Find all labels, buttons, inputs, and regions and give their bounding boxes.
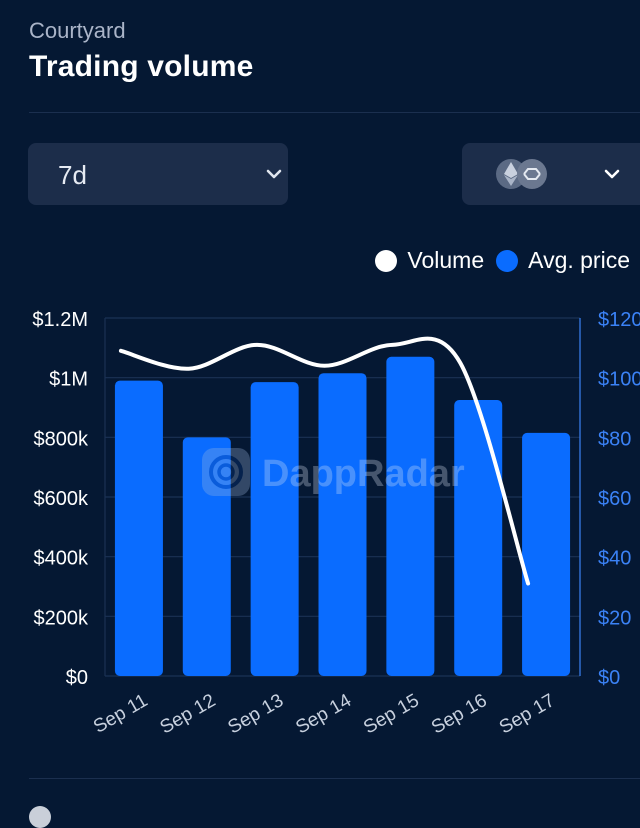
- y-left-tick-label: $1M: [49, 369, 88, 391]
- chevron-down-icon: [266, 169, 282, 179]
- legend-label-volume: Volume: [407, 247, 485, 273]
- bar-avg-price: [114, 380, 163, 676]
- y-right-tick-label: $120: [598, 309, 640, 331]
- y-right-tick-label: $60: [598, 488, 631, 510]
- y-right-tick-label: $80: [598, 428, 631, 450]
- y-right-tick-label: $20: [598, 607, 631, 629]
- ethereum-icon: [496, 159, 526, 189]
- legend-item-avg-price[interactable]: Avg. price: [496, 247, 630, 274]
- x-tick-label: Sep 14: [292, 690, 355, 739]
- x-tick-label: Sep 16: [428, 690, 491, 738]
- chain-icons: [496, 159, 547, 189]
- dappradar-logo-icon: [202, 448, 250, 496]
- y-left-tick-label: $200k: [34, 607, 89, 629]
- y-left-tick-label: $600k: [34, 488, 89, 510]
- volume-line: [118, 336, 531, 586]
- info-icon: [29, 806, 51, 828]
- watermark-text: DappRadar: [262, 453, 465, 495]
- y-left-tick-label: $0: [66, 667, 88, 689]
- polygon-icon: [517, 159, 547, 189]
- y-right-tick-label: $100: [598, 369, 640, 391]
- collection-name: Courtyard: [29, 18, 126, 43]
- bar-avg-price: [182, 437, 231, 676]
- y-left-tick-label: $400k: [34, 548, 89, 570]
- x-tick-label: Sep 12: [157, 690, 220, 738]
- chart-title: Trading volume: [29, 50, 254, 83]
- x-tick-label: Sep 11: [90, 690, 151, 738]
- chain-select[interactable]: [462, 143, 640, 205]
- bar-avg-price: [522, 432, 571, 676]
- legend-dot-avg-price: [496, 249, 519, 272]
- header-divider: [29, 112, 640, 113]
- bar-avg-price: [318, 373, 367, 676]
- bar-avg-price: [386, 356, 435, 676]
- period-select[interactable]: 7d: [28, 143, 288, 205]
- bar-avg-price: [454, 400, 503, 676]
- x-tick-label: Sep 17: [496, 690, 559, 738]
- footer-divider: [29, 778, 640, 779]
- dappradar-watermark: DappRadar: [202, 448, 465, 496]
- chart-legend: Volume Avg. price: [363, 247, 630, 274]
- x-tick-label: Sep 15: [360, 690, 423, 738]
- y-right-tick-label: $40: [598, 548, 631, 570]
- period-select-value: 7d: [58, 160, 87, 190]
- y-right-tick-label: $0: [598, 667, 620, 689]
- chevron-down-icon: [604, 169, 620, 179]
- x-tick-label: Sep 13: [224, 690, 287, 738]
- legend-label-avg-price: Avg. price: [528, 247, 630, 273]
- bar-avg-price: [250, 382, 299, 676]
- legend-item-volume[interactable]: Volume: [375, 247, 484, 274]
- trading-volume-chart: $0 $0 $200k $20 $400k $40 $600k $60 $800k $80 $1M $…: [32, 309, 640, 739]
- legend-dot-volume: [375, 249, 398, 272]
- y-left-tick-label: $1.2M: [32, 309, 88, 331]
- y-left-tick-label: $800k: [34, 428, 89, 450]
